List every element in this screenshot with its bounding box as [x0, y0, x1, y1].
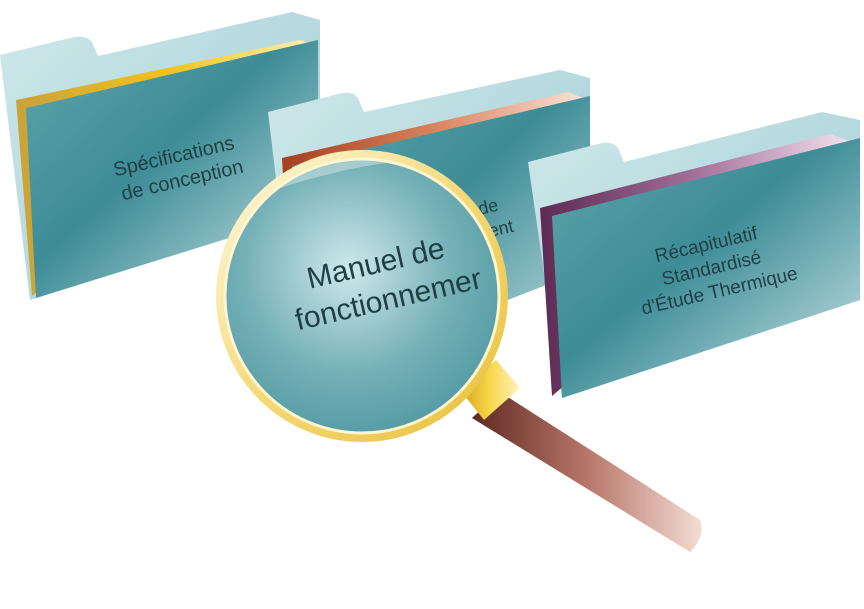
magnifier-lens	[225, 159, 499, 433]
folder-label-line: de	[476, 195, 500, 219]
magnifier-collar	[460, 360, 520, 420]
folder-thermal-study-summary: Récapitulatif Standardisé d'Étude Thermi…	[528, 112, 860, 398]
magnifier-handle	[472, 392, 702, 552]
magnifying-glass-icon: Manuel de fonctionnemer	[216, 150, 702, 552]
folder-design-specifications: Spécifications de conception	[0, 12, 320, 300]
magnifier-inner-edge	[223, 157, 501, 435]
